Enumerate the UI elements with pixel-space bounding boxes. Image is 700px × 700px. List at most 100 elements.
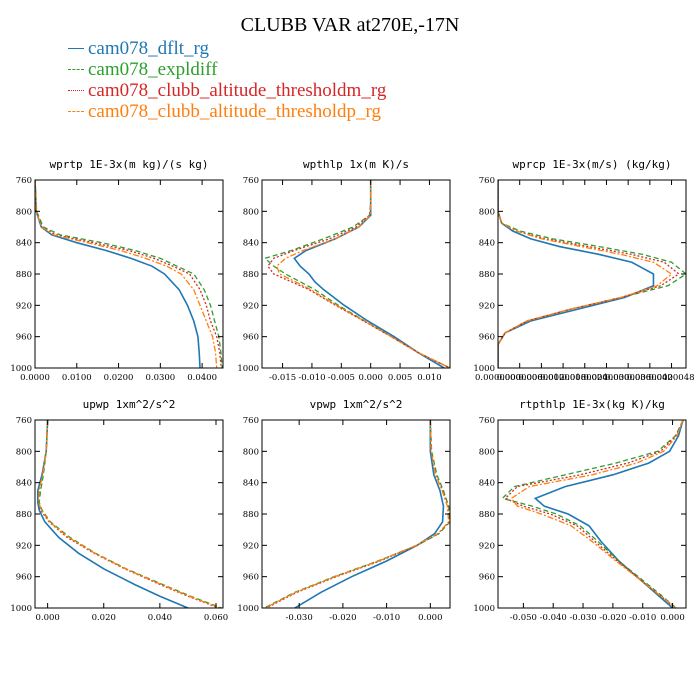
x-tick-label-6-1: -0.040	[540, 613, 567, 623]
series-line-thresholdm-6	[504, 420, 684, 608]
x-tick-label-6-4: -0.010	[629, 613, 656, 623]
y-tick-label-6-6: 1000	[473, 604, 495, 614]
x-tick-label-6-3: -0.020	[599, 613, 626, 623]
y-tick-label-4-4: 920	[16, 541, 32, 551]
panel-frame-3	[497, 179, 687, 369]
x-tick-label-6-5: 0.000	[660, 613, 684, 623]
x-tick-label-5-0: -0.030	[286, 613, 313, 623]
x-tick-label-3-7: 0.0000042	[627, 373, 673, 383]
panel-frame-4	[34, 419, 224, 609]
x-tick-label-2-4: 0.005	[388, 373, 412, 383]
x-tick-label-3-2: 0.0000012	[518, 373, 564, 383]
x-tick-label-3-3: 0.0000018	[540, 373, 586, 383]
y-tick-label-2-2: 840	[243, 239, 259, 249]
y-tick-label-5-1: 800	[243, 447, 259, 457]
panel-title-6: rtpthlp 1E-3x(kg K)/kg	[519, 398, 665, 411]
y-tick-label-2-5: 960	[243, 333, 259, 343]
y-tick-label-4-2: 840	[16, 479, 32, 489]
series-line-expldiff-2	[263, 180, 450, 368]
series-line-expldiff-4	[38, 420, 222, 608]
y-tick-label-1-2: 840	[16, 239, 32, 249]
y-tick-label-1-3: 880	[16, 270, 32, 280]
x-tick-label-5-2: -0.010	[373, 613, 400, 623]
y-tick-label-3-1: 800	[479, 207, 495, 217]
y-tick-label-3-4: 920	[479, 301, 495, 311]
panel-frame-1	[34, 179, 224, 369]
x-tick-label-3-5: 0.0000030	[583, 373, 629, 383]
y-tick-label-6-2: 840	[479, 479, 495, 489]
legend-label-thresholdp: cam078_clubb_altitude_thresholdp_rg	[88, 101, 382, 122]
series-line-thresholdp-1	[35, 180, 218, 368]
y-tick-label-4-3: 880	[16, 510, 32, 520]
x-tick-label-4-1: 0.020	[92, 613, 116, 623]
x-tick-label-1-4: 0.0400	[187, 373, 217, 383]
legend-swatch-thresholdp	[68, 111, 84, 112]
x-tick-label-3-8: 0.0000048	[649, 373, 695, 383]
y-tick-label-1-0: 760	[16, 176, 32, 186]
series-line-thresholdm-5	[266, 420, 450, 608]
y-tick-label-5-2: 840	[243, 479, 259, 489]
panel-title-2: wpthlp 1x(m K)/s	[303, 158, 409, 171]
panel-frame-2	[261, 179, 451, 369]
series-line-thresholdp-6	[510, 420, 684, 608]
legend-swatch-expldiff	[68, 69, 84, 70]
y-tick-label-3-0: 760	[479, 176, 495, 186]
panel-title-5: vpwp 1xm^2/s^2	[310, 398, 403, 411]
x-tick-label-3-1: 0.0000006	[497, 373, 543, 383]
y-tick-label-6-1: 800	[479, 447, 495, 457]
series-line-dflt-4	[37, 420, 189, 608]
y-tick-label-2-4: 920	[243, 301, 259, 311]
series-line-thresholdp-4	[37, 420, 221, 608]
y-tick-label-4-6: 1000	[10, 604, 32, 614]
y-tick-label-3-2: 840	[479, 239, 495, 249]
y-tick-label-3-5: 960	[479, 333, 495, 343]
y-tick-label-4-5: 960	[16, 573, 32, 583]
x-tick-label-1-1: 0.0100	[62, 373, 92, 383]
legend-label-expldiff: cam078_expldiff	[88, 59, 218, 80]
x-tick-label-2-2: -0.005	[328, 373, 355, 383]
legend-label-dflt: cam078_dflt_rg	[88, 38, 210, 59]
y-tick-label-1-4: 920	[16, 301, 32, 311]
y-tick-label-3-6: 1000	[473, 364, 495, 374]
series-line-thresholdp-5	[264, 420, 450, 608]
y-tick-label-6-3: 880	[479, 510, 495, 520]
x-tick-label-4-2: 0.040	[148, 613, 172, 623]
y-tick-label-1-6: 1000	[10, 364, 32, 374]
y-tick-label-1-1: 800	[16, 207, 32, 217]
y-tick-label-4-1: 800	[16, 447, 32, 457]
series-line-dflt-1	[35, 180, 201, 368]
x-tick-label-4-3: 0.060	[204, 613, 228, 623]
panel-4: upwp 1xm^2/s^2 760 800 840 880 920 960 10000.00…	[10, 398, 228, 623]
x-tick-label-1-0: 0.0000	[20, 373, 50, 383]
panel-frame-6	[497, 419, 687, 609]
y-tick-label-5-3: 880	[243, 510, 259, 520]
x-tick-label-1-3: 0.0300	[145, 373, 175, 383]
x-tick-label-6-2: -0.030	[569, 613, 596, 623]
series-line-dflt-5	[294, 420, 445, 608]
x-tick-label-6-0: -0.050	[510, 613, 537, 623]
y-tick-label-1-5: 960	[16, 333, 32, 343]
x-tick-label-5-1: -0.020	[329, 613, 356, 623]
x-tick-label-3-6: 0.0000036	[605, 373, 651, 383]
series-line-expldiff-6	[501, 420, 684, 608]
x-tick-label-4-0: 0.000	[35, 613, 59, 623]
legend-label-thresholdm: cam078_clubb_altitude_thresholdm_rg	[88, 80, 387, 101]
x-tick-label-1-2: 0.0200	[104, 373, 134, 383]
series-line-thresholdm-2	[267, 180, 450, 368]
y-tick-label-6-4: 920	[479, 541, 495, 551]
y-tick-label-6-0: 760	[479, 416, 495, 426]
y-tick-label-5-5: 960	[243, 573, 259, 583]
y-tick-label-6-5: 960	[479, 573, 495, 583]
series-line-thresholdm-1	[35, 180, 222, 368]
x-tick-label-3-0: 0.0000000	[475, 373, 521, 383]
series-line-expldiff-1	[35, 180, 223, 368]
y-tick-label-5-6: 1000	[237, 604, 259, 614]
y-tick-label-2-3: 880	[243, 270, 259, 280]
x-tick-label-2-5: 0.010	[417, 373, 441, 383]
x-tick-label-3-4: 0.0000024	[562, 373, 608, 383]
x-tick-label-2-3: 0.000	[359, 373, 383, 383]
y-tick-label-2-1: 800	[243, 207, 259, 217]
panel-title-3: wprcp 1E-3x(m/s) (kg/kg)	[513, 158, 672, 171]
legend-swatch-thresholdm	[68, 90, 84, 91]
